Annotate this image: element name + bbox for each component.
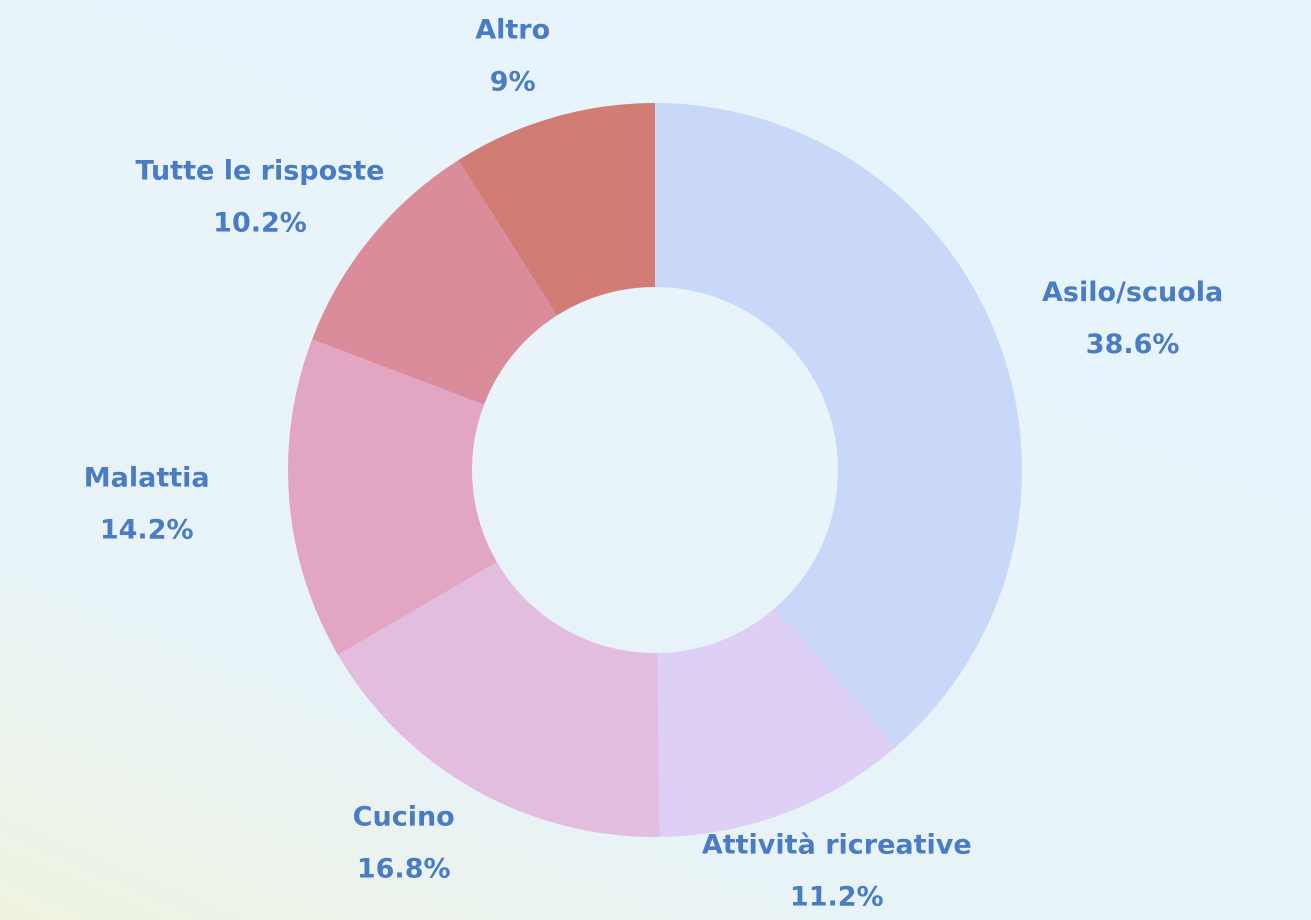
donut-slice xyxy=(657,608,896,837)
slice-label: Cucino xyxy=(353,802,455,833)
slice-value: 14.2% xyxy=(100,515,194,546)
donut-slice xyxy=(337,562,660,837)
slice-value: 11.2% xyxy=(790,881,884,912)
donut-slice xyxy=(655,103,1022,747)
donut-slice xyxy=(288,339,497,655)
slice-value: 10.2% xyxy=(213,207,307,238)
slice-label: Asilo/scuola xyxy=(1042,277,1223,308)
slice-value: 16.8% xyxy=(357,854,451,885)
slice-label: Attività ricreative xyxy=(702,829,972,860)
donut-slice xyxy=(312,160,557,405)
slice-value: 38.6% xyxy=(1086,329,1180,360)
slice-value: 9% xyxy=(490,67,536,98)
donut-slice xyxy=(458,103,655,316)
slice-label: Altro xyxy=(475,15,550,46)
slice-label: Malattia xyxy=(84,463,210,494)
slice-label: Tutte le risposte xyxy=(136,155,385,186)
